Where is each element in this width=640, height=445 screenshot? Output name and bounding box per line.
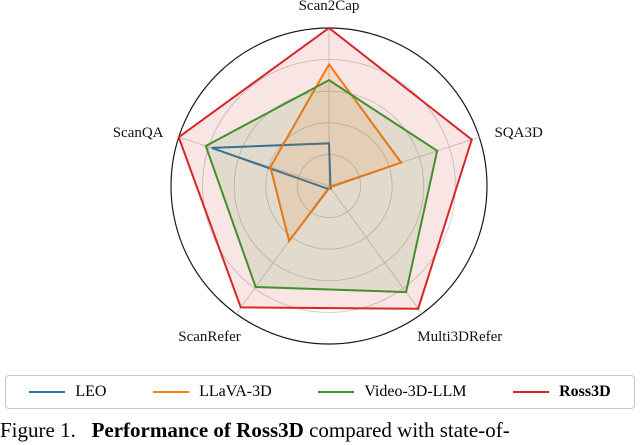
legend-label-video-3d-llm: Video-3D-LLM [364,383,467,400]
legend-swatch-leo [29,391,66,393]
legend-label-ross3d: Ross3D [559,383,611,400]
axis-label-scan2cap: Scan2Cap [299,0,360,14]
series-llava-3d [269,62,403,244]
radar-series [177,26,473,310]
axis-labels: Scan2Cap SQA3D Multi3DRefer ScanRefer ScanQA [113,0,543,345]
axis-label-multi3drefer: Multi3DRefer [417,329,502,345]
legend-swatch-llava-3d [153,391,190,393]
chart-legend: LEO LLaVA-3D Video-3D-LLM Ross3D [5,375,635,409]
legend-item-llava-3d: LLaVA-3D [153,383,272,401]
legend-swatch-video-3d-llm [318,391,355,393]
legend-label-llava-3d: LLaVA-3D [199,383,272,400]
axis-label-sqa3d: SQA3D [494,125,543,141]
figure-caption: Figure 1. Performance of Ross3D compared… [0,418,640,443]
axis-label-scanrefer: ScanRefer [178,329,240,345]
caption-suffix: compared with state-of- [309,418,510,442]
legend-label-leo: LEO [75,383,107,400]
legend-swatch-ross3d [513,391,550,393]
radar-chart: Scan2Cap SQA3D Multi3DRefer ScanRefer ScanQA [113,0,543,345]
legend-item-leo: LEO [29,383,106,401]
caption-bold: Performance of Ross3D [91,418,304,442]
legend-item-video-3d-llm: Video-3D-LLM [318,383,466,401]
series-ross3d [177,26,473,310]
series-video-3d-llm [204,78,439,294]
caption-prefix: Figure 1. [0,418,76,442]
axis-label-scanqa: ScanQA [113,125,164,141]
legend-item-ross3d: Ross3D [513,383,611,401]
radar-spoke-scanqa [178,136,330,187]
